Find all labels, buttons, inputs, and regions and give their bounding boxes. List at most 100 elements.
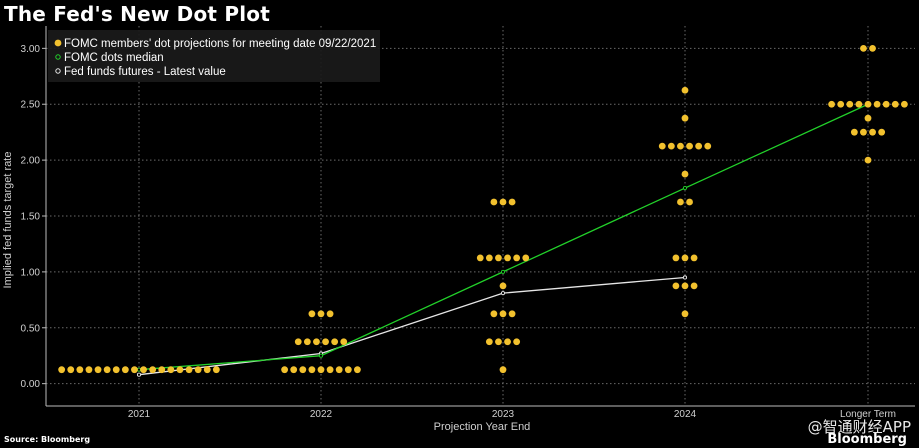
dot-projection xyxy=(185,366,193,374)
dot-projection xyxy=(855,100,863,108)
median-point xyxy=(318,353,324,358)
dot-projection xyxy=(828,100,835,108)
dot-projection xyxy=(681,282,689,290)
y-axis-title: Implied fed funds target rate xyxy=(2,152,14,289)
y-tick-label: 2.00 xyxy=(21,156,41,167)
x-tick-label: 2022 xyxy=(310,409,333,420)
axes-layer: 0.00 0.50 1.00 1.50 2.00 2.50 3.00 2021 2022 2023… xyxy=(21,26,915,420)
dot-projection xyxy=(344,366,352,374)
dot-projection xyxy=(194,366,202,374)
dot-projection xyxy=(322,338,329,346)
legend-entry-median: FOMC dots median xyxy=(64,52,164,64)
dot-projection xyxy=(281,366,288,374)
dot-projection xyxy=(67,366,75,374)
dot-projection xyxy=(860,44,867,52)
y-tick-label: 0.00 xyxy=(21,379,41,390)
x-tick-label: 2023 xyxy=(492,409,515,420)
dot-projection xyxy=(869,44,876,52)
dot-projection xyxy=(313,338,320,346)
dot-projection xyxy=(294,338,302,346)
dot-projection xyxy=(299,366,307,374)
median-point xyxy=(500,269,506,274)
futures-series-layer xyxy=(136,275,688,377)
dot-projection xyxy=(490,198,498,206)
dot-projection xyxy=(686,142,693,150)
dot-projection xyxy=(495,254,502,262)
dot-projection xyxy=(103,366,111,374)
dot-projection xyxy=(860,128,867,136)
dot-projection xyxy=(846,100,854,108)
dot-projection xyxy=(690,282,698,290)
legend-entry-dots: FOMC members' dot projections for meetin… xyxy=(64,38,376,50)
dot-projection xyxy=(490,310,498,318)
dot-projection xyxy=(485,338,493,346)
dot-projection xyxy=(476,254,484,262)
dot-projection xyxy=(504,338,511,346)
dot-projection xyxy=(317,366,325,374)
dot-projection xyxy=(499,310,507,318)
dot-projection xyxy=(131,366,138,374)
dot-projection xyxy=(158,366,166,374)
x-axis-title: Projection Year End xyxy=(434,421,531,433)
dot-projection xyxy=(681,114,689,122)
dot-projection xyxy=(203,366,211,374)
dot-projection xyxy=(667,142,675,150)
dot-projection xyxy=(882,100,890,108)
dot-projections-layer xyxy=(58,44,908,374)
dot-projection xyxy=(485,254,493,262)
dot-projection xyxy=(212,366,220,374)
dot-projection xyxy=(94,366,102,374)
dot-projection xyxy=(317,310,325,318)
legend-dot-marker xyxy=(54,39,62,47)
dot-projection xyxy=(658,142,666,150)
dot-projection xyxy=(891,100,899,108)
dot-projection xyxy=(58,366,66,374)
dot-projection xyxy=(335,366,343,374)
dot-projection xyxy=(869,128,876,136)
chart-title: The Fed's New Dot Plot xyxy=(4,2,270,26)
dot-projection xyxy=(495,338,502,346)
dot-projection xyxy=(499,198,507,206)
dot-projection xyxy=(681,170,689,178)
dot-projection xyxy=(864,100,872,108)
dot-projection xyxy=(681,310,689,318)
median-point xyxy=(136,367,142,372)
median-line xyxy=(138,103,869,371)
dot-projection xyxy=(326,366,334,374)
source-note: Source: Bloomberg xyxy=(4,435,91,444)
y-tick-label: 0.50 xyxy=(21,323,41,334)
dot-projection xyxy=(112,366,120,374)
legend: FOMC members' dot projections for meetin… xyxy=(48,30,380,82)
dot-projection xyxy=(121,366,129,374)
dot-projection xyxy=(513,254,521,262)
dot-projection xyxy=(499,282,507,290)
futures-point xyxy=(136,372,142,377)
dot-projection xyxy=(513,338,521,346)
dot-projection xyxy=(85,366,93,374)
legend-futures-marker xyxy=(55,68,61,74)
dot-projection xyxy=(308,366,316,374)
median-series-layer xyxy=(136,102,871,372)
dot-projection xyxy=(508,198,516,206)
dot-projection xyxy=(677,198,684,206)
dot-projection xyxy=(326,310,334,318)
dot-projection xyxy=(354,366,361,374)
brand-logo: Bloomberg xyxy=(827,432,907,447)
legend-entry-futures: Fed funds futures - Latest value xyxy=(64,66,226,78)
dot-projection xyxy=(522,254,530,262)
dot-projection xyxy=(331,338,339,346)
dot-projection xyxy=(499,366,507,374)
dot-projection xyxy=(176,366,184,374)
dot-projection xyxy=(704,142,712,150)
futures-point xyxy=(682,275,688,280)
dot-projection xyxy=(690,254,698,262)
dot-projection xyxy=(864,114,872,122)
y-tick-label: 3.00 xyxy=(21,44,41,55)
dot-projection xyxy=(76,366,84,374)
dot-projection xyxy=(681,254,689,262)
dot-projection xyxy=(672,254,680,262)
dot-projection xyxy=(167,366,175,374)
dot-projection xyxy=(677,142,684,150)
dot-projection xyxy=(837,100,845,108)
